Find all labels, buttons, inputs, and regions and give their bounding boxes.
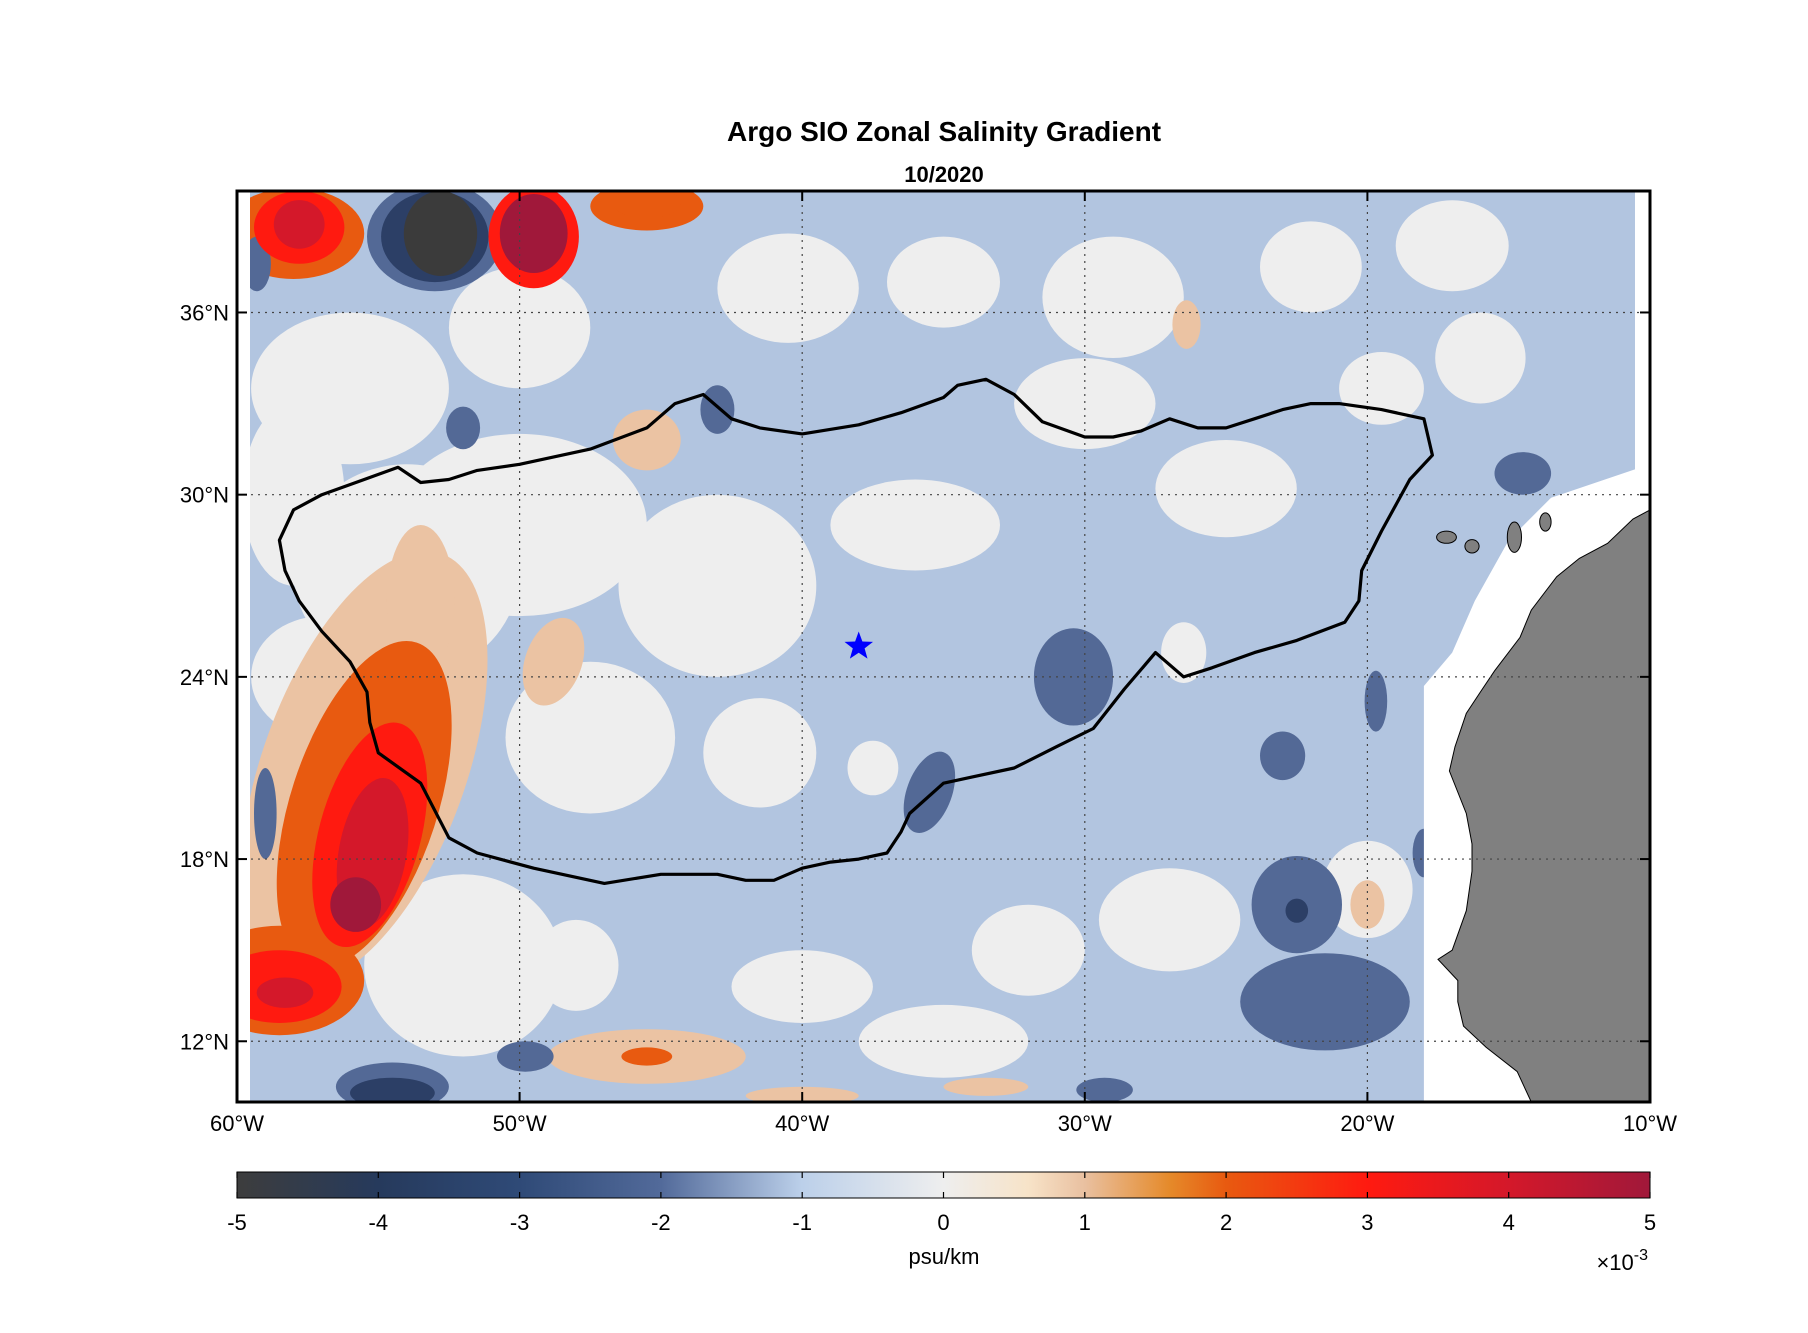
salinity-feature-51	[717, 233, 859, 343]
salinity-field	[250, 191, 1635, 1102]
salinity-feature-52	[734, 552, 814, 632]
colorbar: -5 -4 -3 -2 -1 0 1 2 3 4 5 psu/km ×10-3	[227, 1171, 1656, 1275]
salinity-feature-29	[497, 1041, 554, 1072]
salinity-feature-7	[256, 977, 314, 1008]
x-tick-label: 20°W	[1340, 1111, 1394, 1136]
y-tick-label: 24°N	[180, 665, 229, 690]
y-tick-label: 36°N	[180, 300, 229, 325]
y-tick-label: 12°N	[180, 1029, 229, 1054]
salinity-feature-47	[618, 494, 817, 677]
salinity-feature-53	[703, 698, 817, 808]
salinity-feature-34	[1240, 953, 1410, 1051]
x-tick-label: 30°W	[1058, 1111, 1112, 1136]
map-axis-ticks: 60°W 50°W 40°W 30°W 20°W 10°W 12°N 18°N 24°N 30°N…	[180, 191, 1677, 1136]
map-subtitle: 10/2020	[904, 162, 984, 187]
salinity-feature-26	[612, 191, 681, 219]
salinity-feature-42	[1076, 1077, 1133, 1102]
island-3	[1539, 512, 1552, 532]
salinity-feature-4	[330, 877, 382, 932]
x-tick-label: 50°W	[493, 1111, 547, 1136]
salinity-feature-54	[847, 740, 899, 796]
salinity-feature-59	[1260, 221, 1362, 313]
salinity-feature-12	[1350, 880, 1385, 929]
colorbar-tick-label: 0	[937, 1210, 949, 1235]
colorbar-tick-label: 5	[1644, 1210, 1656, 1235]
salinity-feature-24	[403, 191, 478, 276]
salinity-feature-64	[971, 904, 1085, 996]
island-1	[1464, 539, 1480, 554]
colorbar-tick-label: -3	[510, 1210, 530, 1235]
colorbar-ticks: -5 -4 -3 -2 -1 0 1 2 3 4 5	[227, 1172, 1656, 1235]
colorbar-tick-label: 1	[1079, 1210, 1091, 1235]
salinity-feature-21	[273, 200, 325, 249]
salinity-feature-70	[887, 236, 1000, 328]
salinity-feature-72	[250, 403, 345, 586]
star-marker-icon	[844, 631, 873, 659]
colorbar-tick-label: -4	[369, 1210, 389, 1235]
colorbar-tick-label: 3	[1361, 1210, 1373, 1235]
map-frame	[235, 189, 1652, 1104]
x-tick-label: 40°W	[775, 1111, 829, 1136]
y-tick-label: 30°N	[180, 483, 229, 508]
salinity-feature-63	[1098, 868, 1241, 972]
salinity-feature-33	[1285, 898, 1309, 923]
salinity-feature-11	[1172, 300, 1201, 349]
salinity-feature-60	[1435, 312, 1526, 404]
map-grid	[237, 191, 1650, 1102]
salinity-feature-57	[1155, 440, 1297, 538]
canary-islands	[1436, 512, 1552, 554]
salinity-feature-55	[830, 479, 1000, 571]
salinity-feature-9	[522, 617, 585, 706]
salinity-feature-62	[1339, 352, 1424, 425]
x-tick-label: 10°W	[1623, 1111, 1677, 1136]
region-outline	[277, 377, 1434, 885]
salinity-feature-10	[612, 409, 681, 471]
salinity-feature-16	[943, 1077, 1029, 1096]
salinity-feature-39	[700, 385, 735, 434]
salinity-feature-38	[446, 406, 481, 450]
salinity-feature-61	[1395, 200, 1509, 292]
map-title: Argo SIO Zonal Salinity Gradient	[727, 116, 1161, 147]
salinity-feature-31	[903, 751, 956, 833]
colorbar-exponent-power: -3	[1634, 1247, 1648, 1264]
colorbar-exponent-base: ×10	[1596, 1250, 1633, 1275]
colorbar-tick-label: -1	[792, 1210, 812, 1235]
island-2	[1506, 521, 1523, 553]
colorbar-label: psu/km	[909, 1244, 980, 1269]
salinity-feature-35	[1260, 731, 1306, 781]
x-tick-label: 60°W	[210, 1111, 264, 1136]
salinity-feature-14	[621, 1047, 673, 1066]
salinity-feature-40	[253, 768, 277, 859]
salinity-feature-56	[1014, 358, 1156, 450]
y-tick-label: 18°N	[180, 847, 229, 872]
salinity-feature-58	[1042, 236, 1184, 358]
colorbar-tick-label: -2	[651, 1210, 671, 1235]
salinity-feature-48	[364, 874, 562, 1057]
salinity-feature-8	[386, 525, 455, 677]
island-0	[1436, 530, 1457, 544]
salinity-feature-50	[448, 266, 591, 389]
land-africa	[1437, 509, 1650, 1102]
salinity-feature-28	[350, 1077, 435, 1102]
colorbar-exponent: ×10-3	[1596, 1247, 1648, 1275]
colorbar-tick-label: 2	[1220, 1210, 1232, 1235]
salinity-feature-30	[1033, 628, 1114, 726]
salinity-feature-67	[533, 919, 619, 1011]
map-area	[237, 191, 1650, 1102]
salinity-feature-18	[499, 194, 568, 273]
salinity-feature-36	[1364, 670, 1388, 732]
colorbar-tick-label: 4	[1503, 1210, 1515, 1235]
salinity-feature-66	[731, 950, 873, 1023]
salinity-feature-68	[858, 1004, 1029, 1078]
salinity-feature-37	[1494, 452, 1552, 495]
colorbar-tick-label: -5	[227, 1210, 247, 1235]
salinity-feature-69	[1161, 622, 1207, 683]
